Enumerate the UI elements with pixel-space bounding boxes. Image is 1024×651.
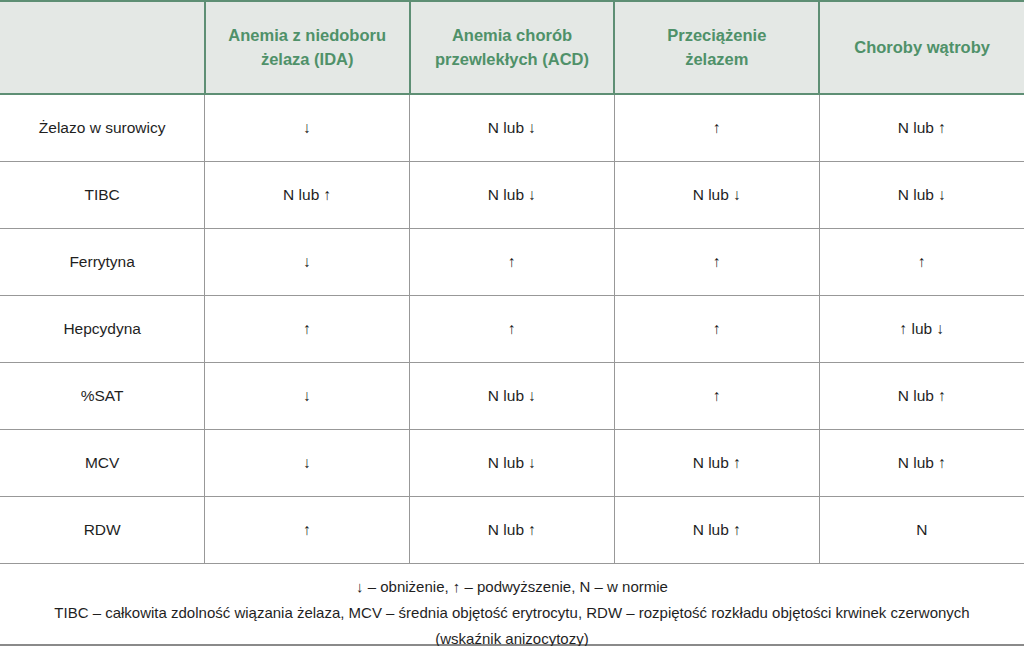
table-header: Anemia z niedoboru żelaza (IDA) Anemia c… <box>0 1 1024 94</box>
table-row: Hepcydyna ↑ ↑ ↑ ↑ lub ↓ <box>0 295 1024 362</box>
cell: N lub ↓ <box>410 429 615 496</box>
footnote-abbreviations: TIBC – całkowita zdolność wiązania żelaz… <box>0 600 1024 626</box>
column-header-acd: Anemia chorób przewlekłych (ACD) <box>410 1 615 94</box>
cell: ↓ <box>205 429 410 496</box>
row-label-serum-iron: Żelazo w surowicy <box>0 94 205 161</box>
corner-cell <box>0 1 205 94</box>
iron-markers-comparison-page: Anemia z niedoboru żelaza (IDA) Anemia c… <box>0 0 1024 651</box>
row-label-sat: %SAT <box>0 362 205 429</box>
cell: ↑ <box>205 295 410 362</box>
cell: ↓ <box>205 228 410 295</box>
cell: N lub ↑ <box>614 496 819 563</box>
cell: ↓ <box>205 362 410 429</box>
row-label-hepcidin: Hepcydyna <box>0 295 205 362</box>
column-header-ida: Anemia z niedoboru żelaza (IDA) <box>205 1 410 94</box>
cell: N lub ↑ <box>819 94 1024 161</box>
cell: ↓ <box>205 94 410 161</box>
cell: ↑ <box>614 295 819 362</box>
cell: ↑ <box>410 295 615 362</box>
cell: ↑ <box>614 228 819 295</box>
table-row: RDW ↑ N lub ↑ N lub ↑ N <box>0 496 1024 563</box>
cell: N lub ↑ <box>614 429 819 496</box>
cell: N lub ↓ <box>410 161 615 228</box>
cell: N lub ↑ <box>410 496 615 563</box>
table-row: TIBC N lub ↑ N lub ↓ N lub ↓ N lub ↓ <box>0 161 1024 228</box>
footnote-legend: ↓ – obniżenie, ↑ – podwyższenie, N – w n… <box>0 574 1024 600</box>
header-row: Anemia z niedoboru żelaza (IDA) Anemia c… <box>0 1 1024 94</box>
table-row: Żelazo w surowicy ↓ N lub ↓ ↑ N lub ↑ <box>0 94 1024 161</box>
table-row: Ferrytyna ↓ ↑ ↑ ↑ <box>0 228 1024 295</box>
column-header-iron-overload: Przeciążenie żelazem <box>614 1 819 94</box>
row-label-mcv: MCV <box>0 429 205 496</box>
cell: ↑ <box>819 228 1024 295</box>
anemia-markers-table: Anemia z niedoboru żelaza (IDA) Anemia c… <box>0 0 1024 564</box>
cell: N <box>819 496 1024 563</box>
cell: N lub ↑ <box>205 161 410 228</box>
cell: N lub ↑ <box>819 429 1024 496</box>
footnotes: ↓ – obniżenie, ↑ – podwyższenie, N – w n… <box>0 564 1024 647</box>
row-label-ferritin: Ferrytyna <box>0 228 205 295</box>
cell: N lub ↓ <box>410 362 615 429</box>
table-body: Żelazo w surowicy ↓ N lub ↓ ↑ N lub ↑ TI… <box>0 94 1024 563</box>
cell: ↑ <box>614 94 819 161</box>
table-row: %SAT ↓ N lub ↓ ↑ N lub ↑ <box>0 362 1024 429</box>
cell: ↑ <box>410 228 615 295</box>
cell: ↑ <box>614 362 819 429</box>
cell: N lub ↑ <box>819 362 1024 429</box>
cell: N lub ↓ <box>614 161 819 228</box>
row-label-rdw: RDW <box>0 496 205 563</box>
bottom-margin <box>0 646 1024 651</box>
cell: ↑ lub ↓ <box>819 295 1024 362</box>
cell: ↑ <box>205 496 410 563</box>
row-label-tibc: TIBC <box>0 161 205 228</box>
cell: N lub ↓ <box>819 161 1024 228</box>
cell: N lub ↓ <box>410 94 615 161</box>
table-row: MCV ↓ N lub ↓ N lub ↑ N lub ↑ <box>0 429 1024 496</box>
column-header-liver-disease: Choroby wątroby <box>819 1 1024 94</box>
